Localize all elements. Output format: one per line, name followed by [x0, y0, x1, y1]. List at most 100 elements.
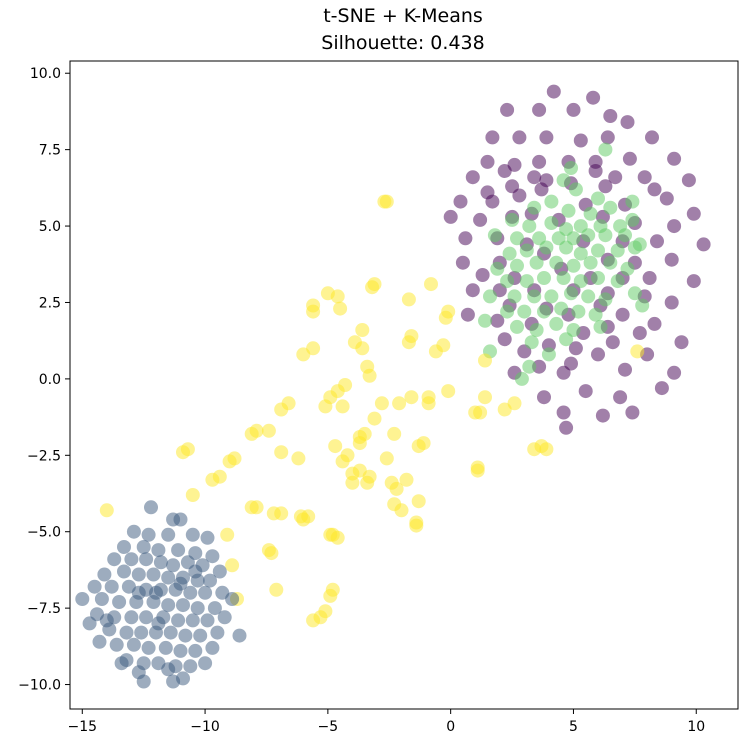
data-point [335, 454, 350, 469]
plot-frame [69, 60, 739, 710]
data-point [490, 261, 505, 276]
data-point [529, 323, 544, 337]
chart-title: t-SNE + K-Means [323, 5, 483, 27]
data-point [659, 191, 674, 206]
data-point [625, 212, 640, 227]
data-point [190, 601, 205, 616]
data-point [635, 298, 650, 313]
data-point [497, 164, 512, 178]
data-point [166, 558, 181, 573]
y-tick-label: −5.0 [27, 525, 61, 541]
data-point [318, 399, 333, 414]
data-point [556, 173, 571, 188]
data-point [618, 362, 632, 377]
data-point [556, 365, 571, 380]
data-point [468, 405, 483, 420]
data-point [598, 228, 613, 243]
data-point [232, 628, 247, 643]
data-point [478, 390, 492, 405]
data-point [455, 255, 470, 270]
data-point [97, 567, 112, 582]
x-tick-label: −15 [68, 719, 98, 735]
data-point [573, 133, 588, 148]
data-point [529, 255, 544, 270]
data-point [588, 307, 603, 322]
data-point [583, 206, 598, 221]
data-point [166, 674, 181, 689]
data-point [591, 243, 605, 258]
data-point [141, 640, 156, 655]
data-point [478, 313, 492, 328]
data-point [139, 552, 154, 567]
data-point [534, 182, 549, 197]
y-tick-label: 0.0 [39, 372, 61, 388]
data-point [374, 396, 389, 411]
data-point [141, 527, 156, 542]
data-point [205, 549, 220, 564]
data-point [647, 316, 662, 331]
data-point [185, 488, 200, 502]
data-point [171, 613, 186, 628]
data-point [603, 200, 618, 215]
data-point [681, 173, 696, 188]
data-point [522, 359, 537, 374]
data-point [306, 613, 321, 628]
data-point [458, 231, 473, 246]
data-point [296, 512, 311, 527]
data-point [581, 228, 596, 243]
data-point [645, 130, 659, 145]
data-point [176, 598, 190, 613]
data-point [532, 154, 547, 169]
data-point [537, 304, 551, 319]
data-point [149, 585, 163, 600]
data-point [207, 601, 222, 616]
data-point [620, 115, 635, 130]
data-point [549, 255, 564, 270]
data-point [608, 170, 623, 185]
data-point [131, 567, 146, 582]
y-tick-label: −2.5 [27, 448, 61, 464]
data-point [124, 610, 139, 625]
data-point [136, 674, 151, 689]
data-point [200, 613, 215, 628]
data-point [460, 307, 475, 322]
data-point [500, 102, 515, 117]
data-point [188, 643, 203, 658]
data-point [453, 194, 468, 209]
data-point [387, 426, 402, 441]
data-point [441, 384, 456, 399]
data-point [667, 365, 682, 380]
data-point [399, 472, 414, 487]
data-point [591, 271, 605, 285]
data-point [598, 179, 613, 194]
data-point [465, 283, 480, 298]
data-point [365, 280, 380, 295]
data-point [421, 396, 436, 411]
data-point [620, 261, 635, 276]
data-point [220, 527, 235, 542]
data-point [586, 90, 601, 105]
data-point [134, 625, 149, 640]
data-point [632, 326, 647, 340]
data-point [527, 170, 542, 185]
data-point [401, 335, 416, 350]
data-point [210, 625, 225, 640]
y-tick-label: 7.5 [39, 143, 61, 159]
data-point [401, 292, 416, 307]
data-point [330, 530, 345, 545]
data-point [519, 243, 534, 258]
data-point [205, 640, 220, 655]
y-tick-label: −10.0 [18, 678, 61, 694]
data-point [510, 258, 524, 273]
data-point [544, 216, 559, 230]
data-point [392, 396, 407, 411]
data-point [595, 408, 610, 423]
data-point [222, 454, 237, 469]
data-point [362, 368, 377, 383]
data-point [475, 268, 490, 282]
data-point [217, 610, 232, 625]
data-point [158, 640, 173, 655]
data-point [654, 381, 669, 396]
data-point [379, 451, 394, 466]
data-point [173, 643, 188, 658]
